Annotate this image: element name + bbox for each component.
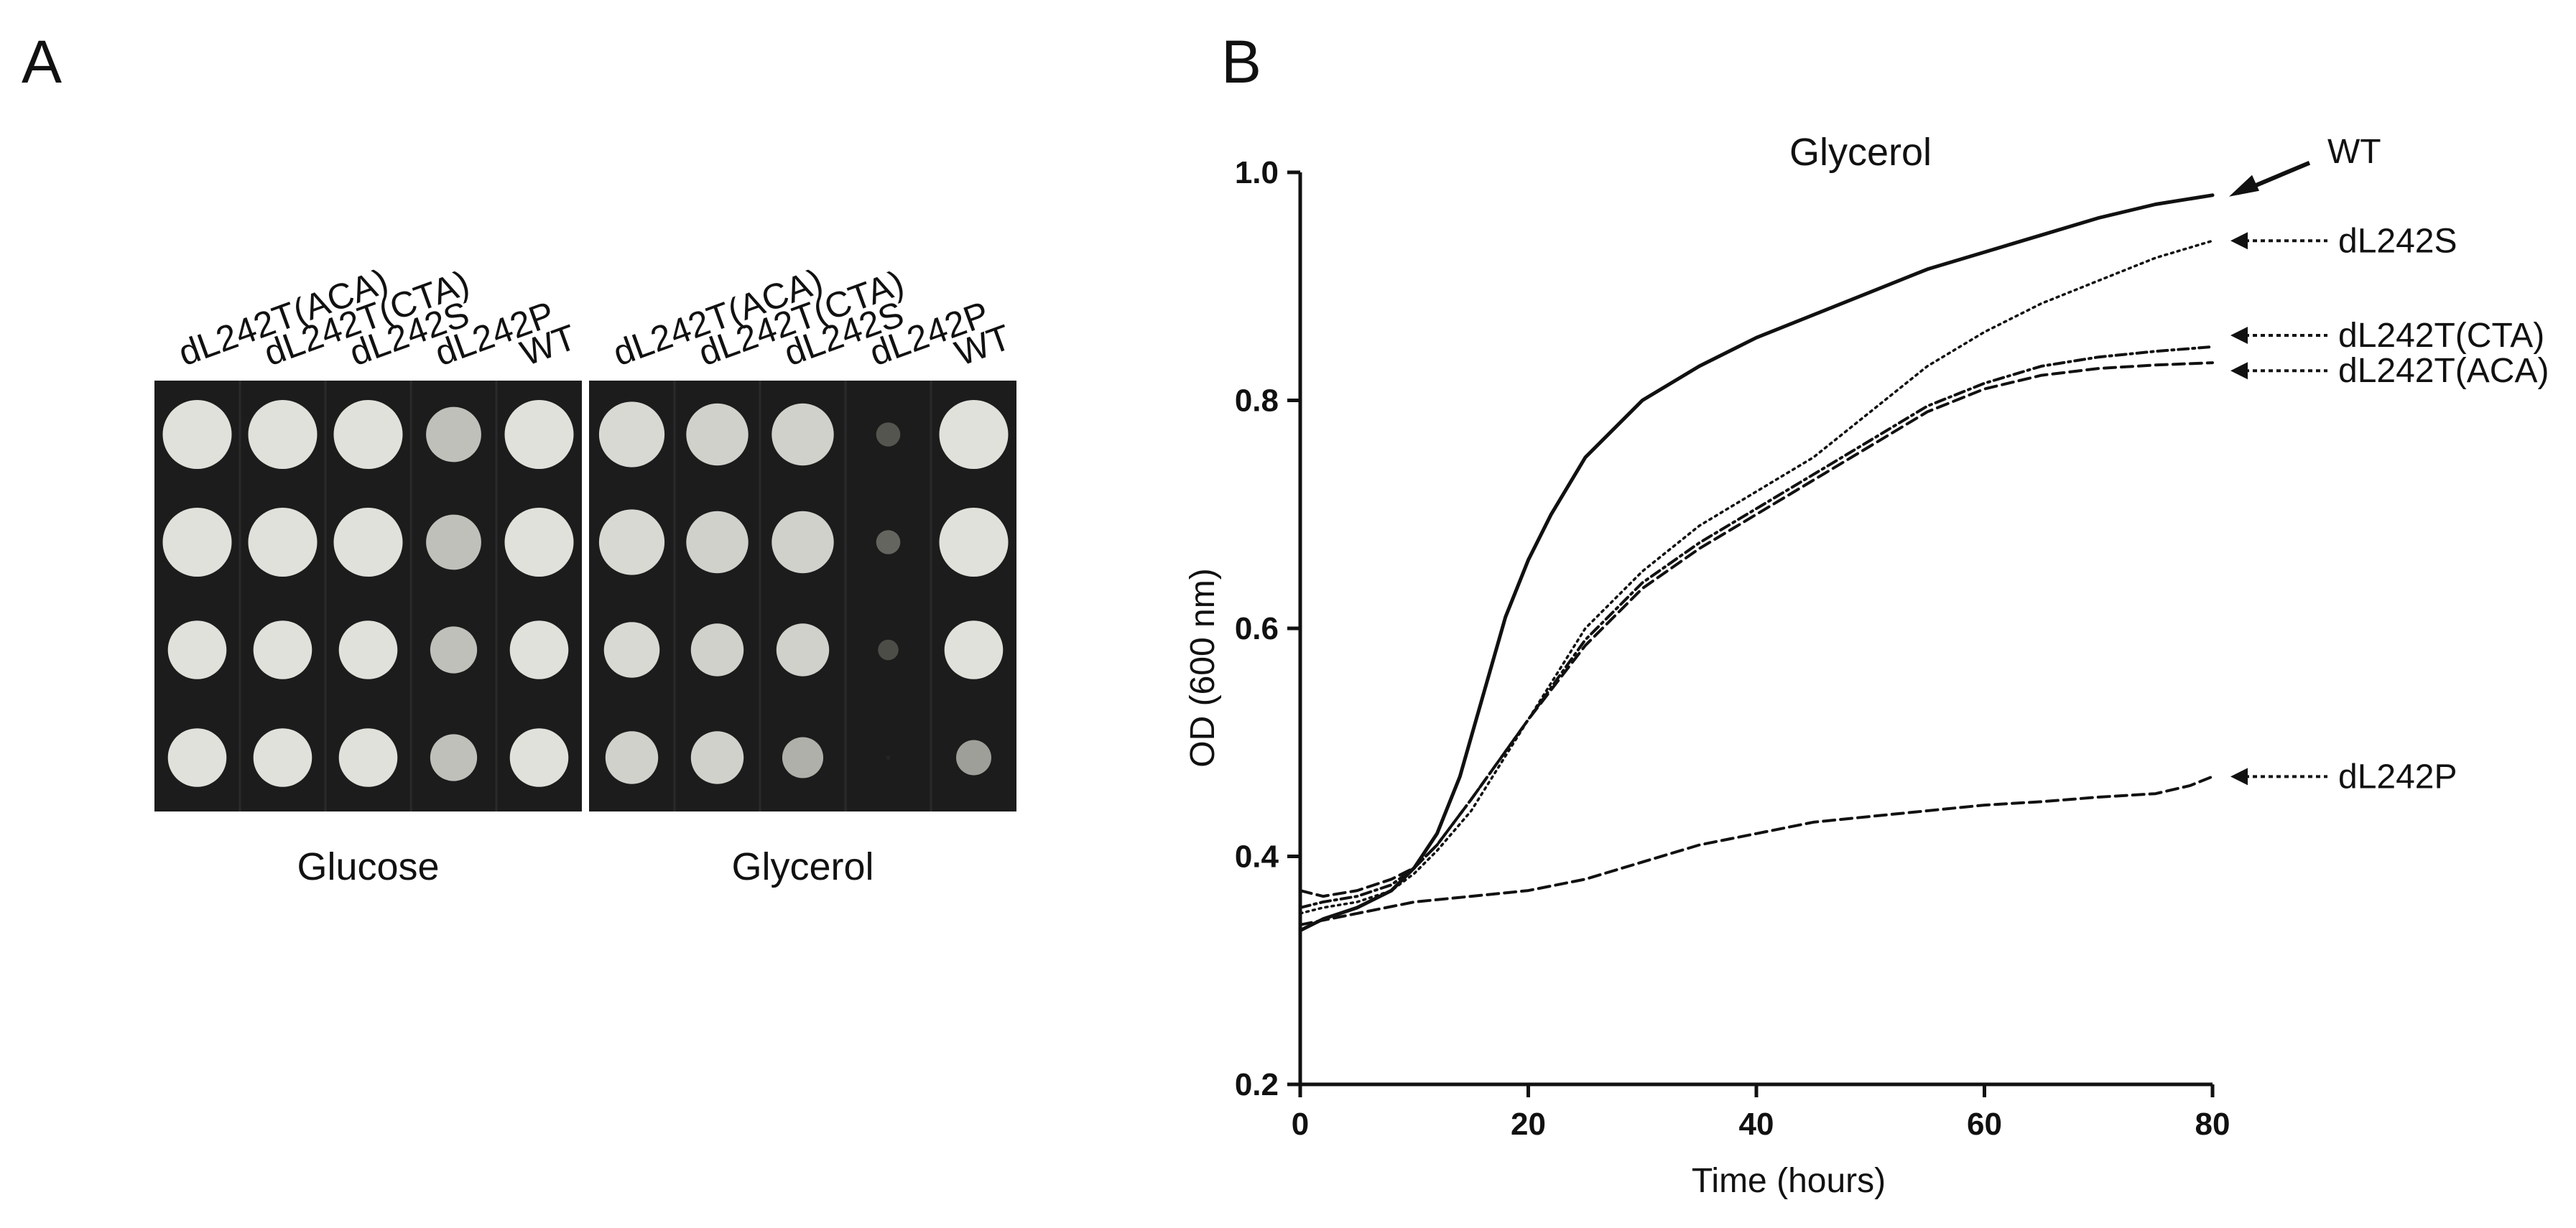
colony-spot <box>776 623 830 676</box>
colony-spot <box>430 734 478 781</box>
x-tick-label: 60 <box>1967 1107 2002 1142</box>
colony-spot <box>430 626 478 674</box>
colony-spot <box>509 620 569 679</box>
x-axis-title: Time (hours) <box>1692 1162 1886 1200</box>
colony-spot <box>939 508 1009 577</box>
colony-spot <box>162 508 232 577</box>
legend-arrowhead <box>2230 327 2248 345</box>
colony-spot <box>167 728 227 787</box>
colony-spot <box>605 731 659 784</box>
chart-title: Glycerol <box>1789 131 1932 174</box>
legend-label: dL242P <box>2338 758 2457 796</box>
y-tick-label: 0.6 <box>1235 611 1279 646</box>
y-tick-label: 0.8 <box>1235 383 1279 419</box>
plate-2: Glycerol <box>589 381 1016 888</box>
colony-spot <box>944 620 1004 679</box>
legend-entry: dL242S <box>2230 222 2457 260</box>
colony-spot <box>956 740 991 776</box>
plates: Glucose Glycerol <box>154 381 1016 888</box>
colony-spot <box>782 737 824 778</box>
plate-1: Glucose <box>154 381 582 888</box>
chart-series <box>1298 193 2215 933</box>
series-line-dl242s <box>1299 239 2214 915</box>
colony-spot <box>598 509 665 575</box>
panel-a-label: A <box>22 28 62 96</box>
legend-entry: dL242P <box>2230 758 2457 796</box>
colony-spot <box>603 622 660 678</box>
panel-b-label: B <box>1221 28 1261 96</box>
series-line-dl242t-aca- <box>1299 361 2214 898</box>
y-tick-label: 1.0 <box>1235 155 1279 190</box>
legend-entry: dL242T(CTA) <box>2230 317 2544 355</box>
colony-spot <box>504 400 574 469</box>
legend-arrowhead <box>2230 362 2248 380</box>
colony-spot <box>253 620 312 679</box>
colony-spot <box>886 755 891 760</box>
colony-spot <box>876 422 901 447</box>
legend-label: WT <box>2327 133 2381 171</box>
plate-caption: Glucose <box>297 845 439 888</box>
legend-entry: dL242T(ACA) <box>2230 352 2549 390</box>
y-tick-label: 0.2 <box>1235 1067 1279 1102</box>
colony-spot <box>772 403 834 466</box>
y-axis-title: OD (600 nm) <box>1184 568 1222 767</box>
x-tick-label: 80 <box>2195 1107 2230 1142</box>
x-tick-label: 20 <box>1511 1107 1546 1142</box>
colony-spot <box>509 728 569 787</box>
legend-label: dL242T(CTA) <box>2338 317 2544 355</box>
series-line-wt <box>1298 193 2215 933</box>
colony-spot <box>338 728 398 787</box>
x-tick-label: 40 <box>1739 1107 1774 1142</box>
colony-spot <box>167 620 227 679</box>
panel-b: B Glycerol 0 20 40 60 80 0.2 0.4 0.6 0.8 1.0 WT dL… <box>1184 28 2549 1200</box>
colony-spot <box>253 728 312 787</box>
colony-spot <box>686 511 749 574</box>
legend-label: dL242S <box>2338 222 2457 260</box>
y-tick-label: 0.4 <box>1235 839 1279 875</box>
colony-spot <box>426 514 481 570</box>
legend-arrowhead <box>2229 175 2259 197</box>
colony-spot <box>333 508 403 577</box>
x-tick-label: 0 <box>1292 1107 1309 1142</box>
legend-arrowhead <box>2230 768 2248 786</box>
colony-spot <box>690 623 744 676</box>
colony-spot <box>878 639 899 661</box>
colony-spot <box>333 400 403 469</box>
legend-label: dL242T(ACA) <box>2338 352 2549 390</box>
colony-spot <box>248 508 318 577</box>
colony-spot <box>162 400 232 469</box>
colony-spot <box>686 403 749 466</box>
colony-spot <box>939 400 1009 469</box>
colony-spot <box>504 508 574 577</box>
plate-caption: Glycerol <box>731 845 874 888</box>
colony-spot <box>598 401 665 468</box>
colony-spot <box>248 400 318 469</box>
colony-spot <box>690 731 744 784</box>
chart-axes: 0 20 40 60 80 0.2 0.4 0.6 0.8 1.0 <box>1235 155 2230 1142</box>
colony-spot <box>876 530 901 554</box>
legend-entry: WT <box>2229 133 2381 197</box>
colony-spot <box>426 406 481 462</box>
series-line-dl242t-cta- <box>1299 345 2214 909</box>
colony-spot <box>338 620 398 679</box>
series-line-dl242p <box>1299 775 2214 926</box>
chart-legend: WT dL242S dL242T(CTA)dL242T(ACA) dL242P <box>2229 133 2549 796</box>
legend-arrowhead <box>2230 232 2248 250</box>
colony-spot <box>772 511 834 574</box>
